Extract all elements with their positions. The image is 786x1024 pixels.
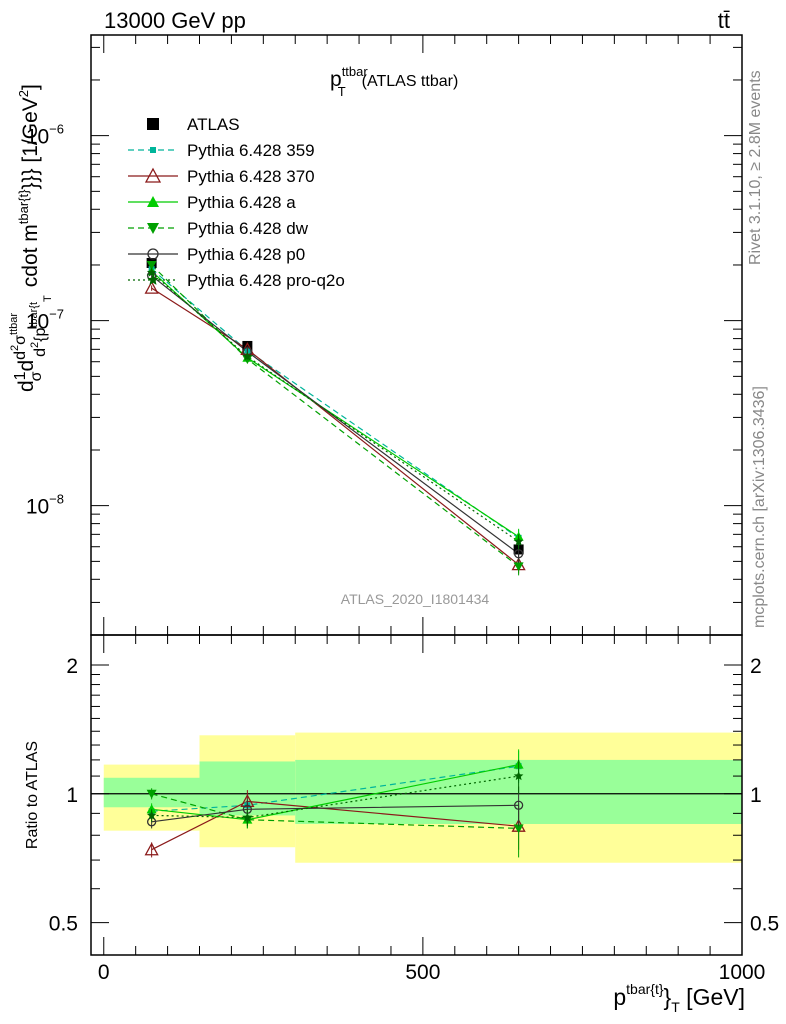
legend: ATLAS Pythia 6.428 359 Pythia 6.428 370 Pyt… — [128, 115, 345, 290]
main-ytick-base-1: 10 — [26, 311, 49, 334]
header-right: tt̄ — [718, 8, 730, 33]
ylabel-part-i: d — [32, 348, 49, 357]
ylabel-part-m: T — [42, 295, 54, 302]
ylabel-part-a: d — [15, 380, 38, 392]
main-axis-ticks: 10−810−710−6 — [26, 35, 743, 636]
ratio-ytick-label-right-1: 1 — [750, 784, 762, 807]
main-point-s4-p2 — [513, 562, 524, 572]
legend-marker-5 — [147, 248, 159, 260]
ylabel-part-c: σ — [28, 371, 45, 381]
legend-label-5: Pythia 6.428 p0 — [187, 245, 305, 264]
ratio-point-s5-p1 — [242, 812, 253, 822]
main-point-s6-p1 — [242, 351, 253, 361]
ratio-point-s1-p0 — [144, 842, 159, 856]
ylabel-part-d: d — [15, 360, 38, 372]
ratio-ytick-label-left-0: 0.5 — [49, 913, 78, 936]
main-title: pttbar T (ATLAS ttbar) — [330, 64, 458, 99]
watermark: ATLAS_2020_I1801434 — [341, 591, 490, 607]
ratio-point-s3-p2 — [513, 824, 524, 834]
ylabel-part-f: 2 — [9, 345, 21, 351]
ratio-ytick-label-left-2: 2 — [66, 655, 78, 678]
legend-label-1: Pythia 6.428 359 — [187, 141, 315, 160]
ratio-ytick-label-left-1: 1 — [66, 784, 78, 807]
main-line-series-5 — [151, 275, 519, 555]
ratio-point-s4-p2 — [513, 800, 524, 810]
title-sup: ttbar — [342, 64, 369, 79]
ratio-point-s2-p0 — [146, 804, 157, 814]
ratio-ytick-label-right-2: 2 — [750, 655, 762, 678]
ratio-plot-frame — [90, 634, 743, 956]
ylabel-part-b: 1 — [12, 371, 29, 380]
ratio-series-markers — [144, 749, 526, 858]
main-ytick-exp-1: −7 — [49, 307, 64, 322]
ratio-line-series-3 — [151, 793, 519, 829]
ylabel-part-h: ttbar — [8, 313, 20, 335]
main-point-s4-p0 — [146, 260, 157, 270]
ylabel-part-e: d — [12, 351, 29, 360]
legend-marker-3 — [147, 196, 159, 207]
main-point-s2-p0 — [144, 280, 159, 294]
main-ytick-label-2: 10−6 — [26, 122, 64, 149]
ratio-ylabel: Ratio to ATLAS — [24, 741, 41, 849]
main-point-s5-p2 — [513, 549, 524, 559]
legend-label-3: Pythia 6.428 a — [187, 193, 296, 212]
xlabel-mid: } — [664, 984, 672, 1010]
xlabel-main: p — [613, 984, 626, 1010]
xlabel-sub: T — [671, 999, 680, 1015]
main-ytick-base-2: 10 — [26, 126, 49, 149]
main-line-series-1 — [151, 268, 519, 539]
ylabel-part-n: cdot m — [19, 224, 42, 287]
ylabel-part-q: 2 — [16, 90, 31, 97]
rivet-label: Rivet 3.1.10, ≥ 2.8M events — [747, 70, 764, 265]
main-series-lines — [151, 264, 519, 567]
legend-marker-0 — [147, 118, 159, 130]
main-ytick-base-0: 10 — [26, 496, 49, 519]
ratio-axis-ticks: 0.5 0.5 1 1 2 2 0 500 1000 — [49, 635, 779, 984]
ratio-ytick-label-right-0: 0.5 — [750, 913, 779, 936]
ylabel-part-j: 2 — [29, 342, 41, 348]
ratio-uncertainty-bands — [91, 732, 742, 863]
header-left: 13000 GeV pp — [104, 8, 246, 33]
legend-marker-6 — [147, 274, 159, 285]
title-sub: T — [338, 84, 346, 99]
legend-label-0: ATLAS — [187, 115, 240, 134]
xlabel-sup: tbar{t} — [626, 981, 664, 997]
svg-text:d1σdd2σttbard2{ptbar{tTcdot mt: d1σdd2σttbard2{ptbar{tTcdot mtbar{t}}}} … — [8, 84, 54, 392]
ylabel-part-r: ] — [19, 84, 42, 90]
main-ytick-label-1: 10−7 — [26, 307, 64, 334]
ratio-point-s3-p0 — [146, 789, 157, 799]
main-point-s6-p2 — [513, 536, 524, 546]
main-point-s6-p0 — [146, 267, 157, 277]
mcplots-label: mcplots.cern.ch [arXiv:1306.3436] — [751, 386, 768, 628]
ylabel-part-p: }}} [1/GeV — [19, 97, 42, 189]
main-ytick-exp-0: −8 — [49, 492, 64, 507]
ratio-xtick-label-1: 500 — [405, 961, 440, 984]
legend-label-2: Pythia 6.428 370 — [187, 167, 315, 186]
main-ytick-exp-2: −6 — [49, 122, 64, 137]
main-ylabel: d1σdd2σttbard2{ptbar{tTcdot mtbar{t}}}} … — [8, 84, 54, 392]
legend-marker-2 — [144, 167, 162, 183]
legend-marker-1 — [150, 147, 156, 153]
legend-marker-4 — [147, 223, 159, 234]
ratio-xtick-label-0: 0 — [98, 961, 110, 984]
ylabel-part-g: σ — [12, 335, 29, 345]
ylabel-part-o: tbar{t} — [16, 189, 31, 224]
main-line-series-3 — [151, 270, 519, 538]
legend-label-4: Pythia 6.428 dw — [187, 219, 309, 238]
ratio-xtick-label-2: 1000 — [719, 961, 766, 984]
main-line-series-6 — [151, 272, 519, 542]
ratio-point-s5-p2 — [513, 771, 524, 781]
main-point-s0-p1 — [242, 340, 253, 351]
ratio-point-s5-p0 — [146, 810, 157, 820]
xlabel: ptbar{t}}T [GeV] — [613, 981, 745, 1015]
legend-label-6: Pythia 6.428 pro-q2o — [187, 271, 345, 290]
ylabel-part-l: tbar{t — [28, 302, 40, 328]
title-main: p — [330, 68, 342, 91]
title-rest: (ATLAS ttbar) — [362, 73, 459, 90]
xlabel-rest: [GeV] — [680, 984, 745, 1010]
main-ytick-label-0: 10−8 — [26, 492, 64, 519]
ylabel-part-k: {p — [32, 328, 49, 342]
main-series-markers — [144, 257, 526, 576]
